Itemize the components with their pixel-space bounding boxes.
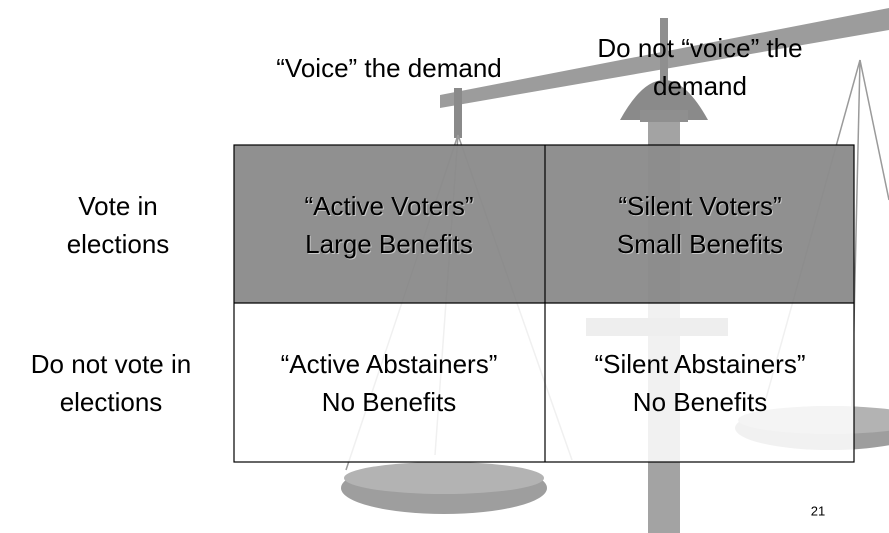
page-number: 21 — [811, 503, 825, 518]
table-cell: “Active Abstainers” — [281, 349, 498, 379]
column-header: Do not “voice” the — [597, 33, 802, 63]
table-cell: “Silent Abstainers” — [595, 349, 806, 379]
row-header: Do not vote in — [31, 349, 191, 379]
shaded-row — [234, 145, 854, 303]
table-cell: “Active Voters” — [304, 191, 473, 221]
column-header: “Voice” the demand — [276, 53, 501, 83]
row-header: elections — [60, 387, 163, 417]
table-cell: Large Benefits — [305, 229, 473, 259]
row-header: Vote in — [78, 191, 158, 221]
table-cell: No Benefits — [633, 387, 767, 417]
column-header: demand — [653, 71, 747, 101]
texts: “Voice” the demand Do not “voice” the dema… — [31, 33, 806, 417]
plain-row — [234, 303, 854, 462]
table-cell: “Silent Voters” — [618, 191, 781, 221]
table-cell: No Benefits — [322, 387, 456, 417]
row-header: elections — [67, 229, 170, 259]
table-cell: Small Benefits — [617, 229, 783, 259]
table — [233, 144, 855, 463]
